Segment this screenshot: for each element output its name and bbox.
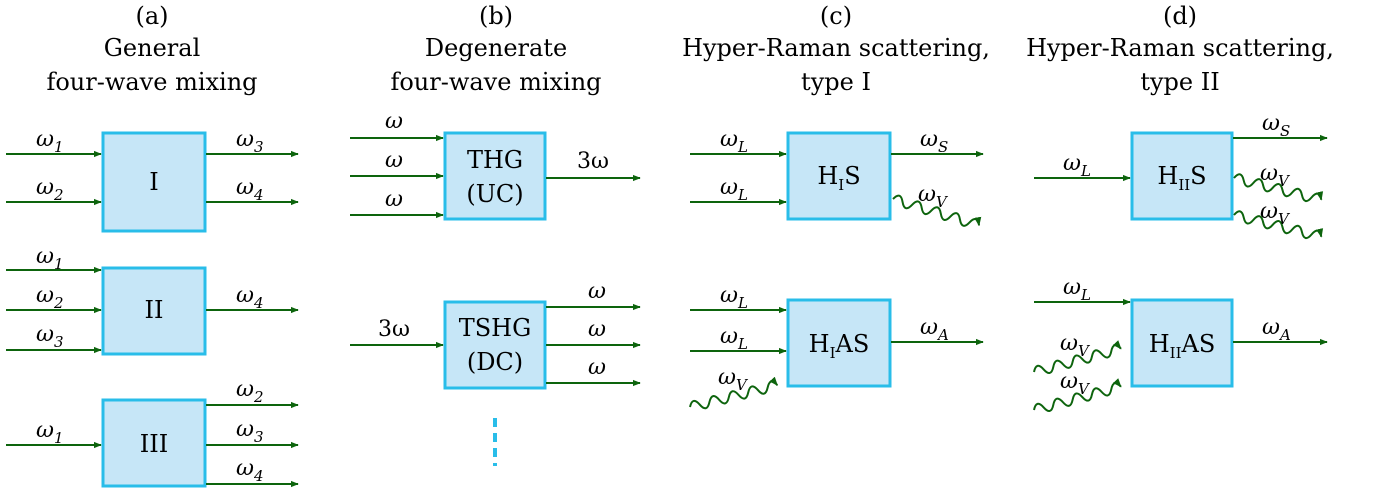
box-d-hii-s: [1130, 131, 1234, 221]
label-c1-omegaV: ωV: [918, 182, 949, 211]
label-d2-omegaV2: ωV: [1060, 369, 1091, 398]
panel-c-title-line1: Hyper-Raman scattering,: [682, 34, 990, 62]
box-d-hii-s-label: HIIS: [1157, 162, 1206, 194]
wavy-d1-out-v1: [1233, 173, 1324, 202]
label-a3-omega1: ω1: [36, 418, 64, 447]
label-c2-omegaA: ωA: [920, 315, 949, 344]
label-c2-omegaL-2: ωL: [720, 324, 748, 353]
label-c1-omegaS: ωS: [920, 127, 948, 156]
label-a2-omega1: ω1: [36, 244, 64, 273]
panel-c-letter: (c): [820, 2, 852, 30]
box-c-hi-s: [786, 131, 892, 221]
label-b1-omega-in3: ω: [385, 187, 403, 212]
label-a3-omega3: ω3: [236, 417, 264, 446]
label-c2-omegaL-1: ωL: [720, 283, 748, 312]
box-a-II: [101, 266, 207, 356]
label-a1-omega2: ω2: [36, 175, 64, 204]
label-a2-omega3: ω3: [36, 322, 64, 351]
box-b-tshg-line1: TSHG: [459, 314, 532, 342]
panel-d-title-line2: type II: [1140, 68, 1219, 96]
label-a3-omega4: ω4: [236, 456, 264, 485]
box-c-hi-as: [786, 298, 892, 388]
panel-a-header: (a) General four-wave mixing: [46, 2, 257, 96]
panel-b-header: (b) Degenerate four-wave mixing: [390, 2, 601, 96]
label-a1-omega4: ω4: [236, 175, 264, 204]
label-a3-omega2: ω2: [236, 377, 264, 406]
wavy-c2-in-v: [689, 376, 779, 410]
label-b2-omega-out1: ω: [588, 279, 606, 304]
label-d2-omegaL: ωL: [1063, 275, 1091, 304]
label-a2-omega4: ω4: [236, 283, 264, 312]
box-b-tshg: [443, 300, 547, 390]
label-b1-3omega-out: 3ω: [577, 149, 609, 174]
box-a-I-label: I: [149, 168, 158, 196]
label-b2-3omega-in: 3ω: [378, 317, 410, 342]
panel-b-title-line2: four-wave mixing: [390, 68, 601, 96]
label-d1-omegaV1: ωV: [1260, 161, 1291, 190]
box-a-I: [101, 131, 207, 233]
wavy-c1-out-v: [892, 194, 982, 227]
label-d2-omegaA: ωA: [1262, 315, 1291, 344]
panel-d-letter: (d): [1163, 2, 1197, 30]
box-a-III-label: III: [140, 430, 168, 458]
panel-a-letter: (a): [135, 2, 168, 30]
label-d2-omegaV1: ωV: [1060, 331, 1091, 360]
box-a-III: [101, 398, 207, 488]
label-b2-omega-out3: ω: [588, 355, 606, 380]
box-b-thg-line2: (UC): [466, 180, 523, 208]
label-a1-omega3: ω3: [236, 127, 264, 156]
label-c1-omegaL-1: ωL: [720, 127, 748, 156]
label-d1-omegaS: ωS: [1262, 111, 1290, 140]
label-a1-omega1: ω1: [36, 127, 64, 156]
label-c2-omegaV: ωV: [718, 365, 749, 394]
box-a-II-label: II: [145, 296, 164, 324]
box-b-thg: [443, 131, 547, 221]
panel-c-title-line2: type I: [801, 68, 871, 96]
panel-d-title-line1: Hyper-Raman scattering,: [1026, 34, 1334, 62]
panel-b-letter: (b): [479, 2, 513, 30]
box-c-hi-s-label: HIS: [817, 162, 860, 194]
panel-d-header: (d) Hyper-Raman scattering, type II: [1026, 2, 1334, 96]
box-c-hi-as-label: HIAS: [809, 330, 870, 362]
wavy-d1-out-v2: [1233, 210, 1324, 239]
wavy-d2-in-v2: [1033, 378, 1122, 412]
box-b-thg-line1: THG: [467, 146, 523, 174]
label-d1-omegaV2: ωV: [1260, 199, 1291, 228]
label-b1-omega-in2: ω: [385, 148, 403, 173]
panel-a-title-line2: four-wave mixing: [46, 68, 257, 96]
label-b1-omega-in1: ω: [385, 109, 403, 134]
box-d-hii-as: [1130, 298, 1234, 388]
label-d1-omegaL: ωL: [1063, 151, 1091, 180]
label-b2-omega-out2: ω: [588, 317, 606, 342]
panel-a-title-line1: General: [104, 34, 201, 62]
wavy-d2-in-v1: [1033, 340, 1122, 374]
label-c1-omegaL-2: ωL: [720, 175, 748, 204]
box-b-tshg-line2: (DC): [467, 348, 523, 376]
box-d-hii-as-label: HIIAS: [1149, 330, 1216, 362]
label-a2-omega2: ω2: [36, 283, 64, 312]
panel-c-header: (c) Hyper-Raman scattering, type I: [682, 2, 990, 96]
panel-b-title-line1: Degenerate: [425, 34, 567, 62]
